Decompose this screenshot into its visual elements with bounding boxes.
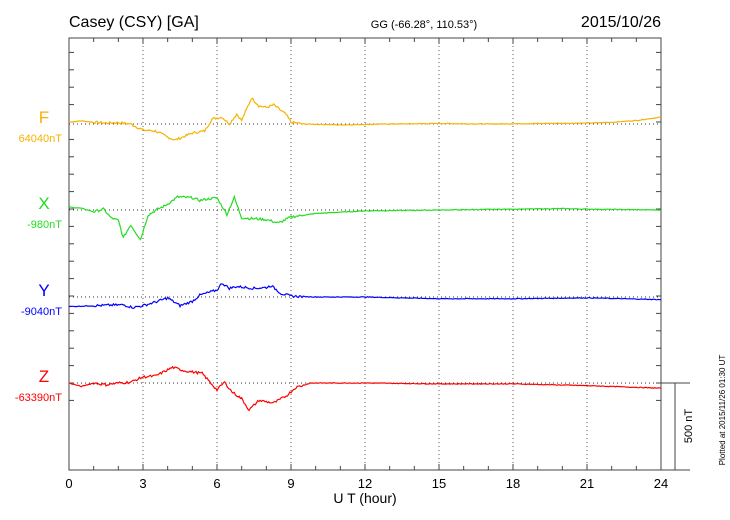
series-line-f: [68, 97, 662, 141]
x-tick-label: 18: [506, 476, 520, 491]
chart-title: Casey (CSY) [GA]: [69, 14, 199, 31]
baseline-value-y: -9040nT: [21, 306, 62, 318]
series-line-y: [68, 283, 662, 310]
baseline-value-z: -63390nT: [15, 392, 62, 404]
x-axis-label: U T (hour): [333, 490, 396, 506]
x-tick-label: 9: [287, 476, 294, 491]
component-label-f: F: [39, 108, 49, 127]
scale-bar-label: 500 nT: [683, 409, 695, 444]
x-tick-label: 12: [358, 476, 372, 491]
x-tick-label: 0: [65, 476, 72, 491]
chart-date: 2015/10/26: [581, 14, 661, 31]
component-label-x: X: [38, 194, 49, 213]
component-label-y: Y: [38, 281, 49, 300]
x-tick-label: 15: [432, 476, 446, 491]
grid: [69, 38, 661, 470]
component-label-z: Z: [39, 367, 49, 386]
plotted-at-note: Plotted at 2015/11/26 01:30 UT: [718, 355, 727, 466]
axes: 0 3 6 9 12 15 18 21 24: [65, 38, 668, 491]
x-tick-label: 24: [654, 476, 668, 491]
baseline-value-x: -980nT: [27, 219, 62, 231]
series-group: F 64040nT X -980nT Y -9040nT Z -63390nT: [15, 97, 662, 412]
x-tick-label: 3: [139, 476, 146, 491]
baseline-value-f: 64040nT: [19, 133, 63, 145]
x-tick-label: 6: [213, 476, 220, 491]
x-tick-label: 21: [580, 476, 594, 491]
series-line-z: [68, 365, 662, 412]
station-coordinates: GG (-66.28°, 110.53°): [371, 19, 477, 31]
series-line-x: [68, 194, 662, 241]
